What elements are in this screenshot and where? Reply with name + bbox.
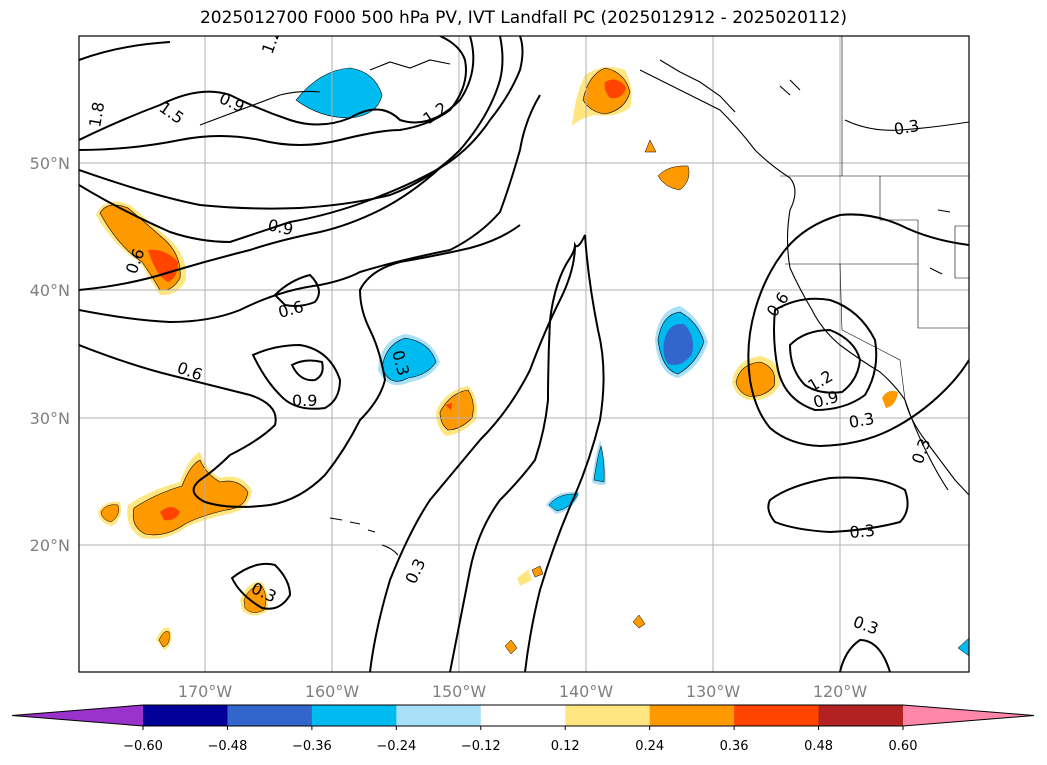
colorbar-tick-label: 0.60 [889, 739, 918, 754]
colorbar-tick-label: 0.24 [635, 739, 664, 754]
contour-label: 0.3 [849, 521, 876, 542]
colorbar-swatch [143, 705, 228, 726]
shaded-anomalies [96, 66, 969, 657]
graticule [79, 36, 969, 672]
map-frame [78, 35, 970, 673]
lon-tick-labels: 170°W 160°W 150°W 140°W 130°W 120°W [178, 682, 868, 701]
lat-tick-labels: 50°N 40°N 30°N 20°N [30, 154, 70, 555]
contour-label: 0.3 [847, 409, 875, 432]
lon-tick-label: 170°W [178, 682, 233, 701]
contour-label: 1.8 [85, 100, 108, 128]
colorbar-tick-label: −0.48 [208, 739, 248, 754]
colorbar-extend-min [12, 705, 143, 726]
lon-tick-label: 140°W [559, 682, 614, 701]
lat-tick-label: 30°N [30, 409, 70, 428]
pv-contours [79, 36, 969, 672]
colorbar-swatch [818, 705, 904, 726]
lon-tick-label: 150°W [432, 682, 487, 701]
colorbar: −0.60 −0.48 −0.36 −0.24 −0.12 0.12 0.24 0.36 0.4… [11, 704, 1035, 754]
lat-tick-label: 50°N [30, 154, 70, 173]
lon-tick-label: 130°W [686, 682, 741, 701]
colorbar-swatch [734, 705, 820, 726]
lat-tick-label: 40°N [30, 281, 70, 300]
colorbar-tick-label: −0.60 [123, 739, 163, 754]
colorbar-swatch [396, 705, 482, 726]
negative-anomaly-aleutians [295, 67, 383, 119]
colorbar-tick-label: −0.24 [376, 739, 416, 754]
colorbar-tick-label: 0.36 [720, 739, 749, 754]
colorbar-swatch [311, 705, 397, 726]
contour-label: 0.3 [892, 116, 920, 139]
map-title: 2025012700 F000 500 hPa PV, IVT Landfall… [199, 8, 847, 28]
colorbar-extend-max [903, 705, 1034, 726]
colorbar-tick-label: −0.36 [292, 739, 332, 754]
contour-label: 0.9 [266, 215, 295, 239]
contour-label: 0.9 [292, 391, 317, 410]
borders [780, 36, 969, 401]
lat-tick-label: 20°N [30, 536, 70, 555]
map-panel: 1.8 1.5 0.9 1.2 1.2 0.9 0.6 0.6 0.6 0.9 … [79, 36, 969, 672]
colorbar-swatch [649, 705, 735, 726]
colorbar-tick-label: 0.48 [804, 739, 833, 754]
colorbar-swatch [227, 705, 313, 726]
lon-tick-label: 120°W [813, 682, 868, 701]
colorbar-swatch [565, 705, 651, 726]
lon-tick-label: 160°W [305, 682, 360, 701]
colorbar-tick-label: −0.12 [461, 739, 501, 754]
colorbar-tick-label: 0.12 [551, 739, 580, 754]
colorbar-swatch [480, 705, 566, 726]
